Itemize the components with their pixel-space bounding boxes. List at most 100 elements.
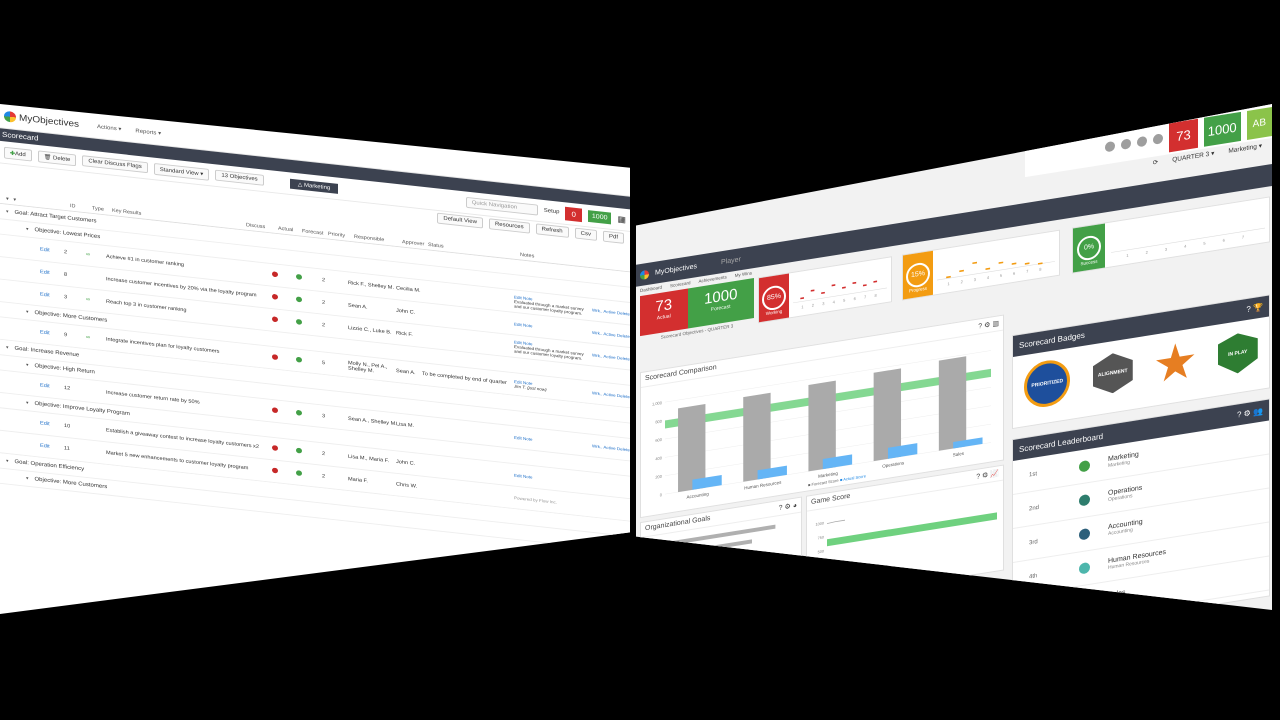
legend-goal: ■ Positive Goal Number: [661, 602, 700, 610]
col-approver[interactable]: Approver: [402, 239, 425, 248]
help-icon[interactable]: ?: [976, 473, 981, 481]
y-tick-label: 1000: [816, 521, 824, 526]
edit-link[interactable]: Edit: [40, 420, 50, 428]
badge-alignment[interactable]: ALIGNMENT: [1093, 350, 1133, 396]
collapse-icon[interactable]: ▾: [6, 209, 9, 215]
edit-note-link[interactable]: Edit Note: [514, 434, 533, 442]
badge-prioritized[interactable]: PRIORITIZED: [1024, 356, 1071, 411]
team-icon: [1079, 493, 1090, 507]
pdf-button[interactable]: Pdf: [602, 230, 624, 244]
legend-forecast: ■ Forecast Score: [808, 478, 839, 488]
gear-icon[interactable]: ⚙: [984, 321, 991, 330]
x-tick-label: Operations: [882, 460, 905, 469]
row-priority: 2: [322, 300, 326, 306]
collapse-icon[interactable]: ▾: [26, 475, 29, 482]
send-icon[interactable]: [1121, 138, 1132, 150]
gear-icon[interactable]: ⚙: [784, 503, 791, 512]
gear-icon[interactable]: ⚙: [982, 471, 989, 480]
mini-bar: [1024, 262, 1030, 265]
edit-link[interactable]: Edit: [40, 382, 50, 390]
team-icon: [1079, 527, 1090, 541]
gear-icon[interactable]: ⚙: [1243, 408, 1251, 419]
edit-link[interactable]: Edit: [40, 329, 50, 337]
edit-link[interactable]: Edit: [40, 291, 50, 299]
mini-tick: 3: [974, 277, 977, 282]
help-icon[interactable]: [1105, 140, 1116, 153]
collapse-icon[interactable]: ▾: [26, 226, 29, 233]
edit-link[interactable]: Edit: [40, 443, 50, 450]
help-icon[interactable]: ?: [778, 504, 783, 513]
mini-tick: 5: [1000, 273, 1003, 278]
refresh-icon[interactable]: ⟳: [1152, 159, 1159, 167]
team-icon: [1079, 459, 1090, 473]
nav-my-wins[interactable]: My Wins: [734, 270, 753, 279]
trophy-icon[interactable]: 🏆: [1253, 302, 1263, 314]
col-forecast[interactable]: Forecast: [302, 228, 324, 237]
row-actions[interactable]: Wrk.. Active Delete: [592, 390, 630, 399]
col-discuss[interactable]: Discuss: [246, 222, 266, 231]
csv-button[interactable]: Csv: [574, 227, 597, 241]
add-button[interactable]: ✚Add: [4, 146, 32, 161]
clear-flags-button[interactable]: Clear Discuss Flags: [82, 155, 148, 174]
quick-nav-input[interactable]: Quick Navigation: [465, 196, 538, 216]
edit-note-link[interactable]: Edit Note: [514, 472, 533, 480]
edit-note-link[interactable]: Edit Note: [514, 321, 533, 328]
forecast-bar: [938, 356, 967, 451]
row-actions[interactable]: Wrk.. Active Delete: [592, 443, 630, 452]
nav-scorecard[interactable]: Scorecard: [670, 280, 691, 289]
collapse-icon[interactable]: ▾: [6, 344, 9, 351]
line-chart-icon[interactable]: 📈: [990, 470, 999, 479]
mini-tick: 7: [1242, 234, 1245, 239]
forecast-status-dot: [296, 296, 302, 303]
actual-bar: [887, 443, 918, 459]
y-tick-label: 200: [655, 474, 662, 480]
working-tile: 85% Working: [759, 273, 789, 323]
mini-tick: 5: [843, 297, 846, 302]
actual-bar: [953, 437, 983, 449]
col-priority[interactable]: Priority: [328, 231, 346, 239]
nav-dashboard[interactable]: Dashboard: [640, 284, 663, 294]
dashboard-window: 73 1000 AB ⟳ QUARTER 3 ▾ Marketing ▾ MyO…: [636, 104, 1272, 610]
delete-button[interactable]: 🗑 Delete: [37, 149, 77, 166]
collapse-icon[interactable]: ▾: [26, 362, 29, 369]
menu-actions[interactable]: Actions ▾: [97, 123, 122, 133]
grid-icon[interactable]: ▦: [617, 213, 626, 224]
row-responsible: Lizzie C., Luke B.: [348, 325, 392, 336]
edit-link[interactable]: Edit: [40, 246, 50, 254]
badge-in-play[interactable]: IN PLAY: [1218, 330, 1258, 376]
view-select[interactable]: Standard View ▾: [153, 162, 210, 181]
row-actions[interactable]: Wrk.. Active Delete: [592, 307, 630, 316]
help-icon[interactable]: ?: [978, 322, 983, 331]
setup-link[interactable]: Setup: [543, 208, 560, 216]
actual-score-badge: 73: [1169, 118, 1198, 152]
avatar[interactable]: AB: [1246, 106, 1272, 140]
help-icon[interactable]: ?: [1246, 304, 1251, 315]
col-id[interactable]: ID: [70, 203, 76, 210]
collapse-icon[interactable]: ▾: [26, 400, 29, 406]
row-actions[interactable]: Wrk.. Active Delete: [592, 329, 630, 339]
mini-bar: [873, 280, 878, 283]
legend-actual: ■ Actual Goals Agreed: [721, 593, 757, 603]
chat-icon[interactable]: [1137, 135, 1148, 148]
pie-chart-icon[interactable]: ◕: [792, 502, 797, 510]
dept-tag[interactable]: △ Marketing: [289, 178, 339, 194]
col-actual[interactable]: Actual: [278, 226, 294, 234]
edit-link[interactable]: Edit: [40, 269, 50, 276]
row-actions[interactable]: Wrk.. Active Delete: [592, 352, 630, 361]
menu-reports[interactable]: Reports ▾: [135, 128, 162, 137]
forecast-line: [826, 519, 845, 524]
col-type[interactable]: Type: [92, 205, 104, 213]
collapse-icon[interactable]: ▾: [26, 309, 29, 315]
help-icon[interactable]: ?: [1236, 409, 1242, 420]
row-priority: 2: [322, 277, 326, 284]
badge-star[interactable]: [1155, 340, 1195, 386]
actual-status-dot: [272, 407, 278, 414]
users-icon[interactable]: 👥: [1253, 406, 1263, 418]
scorecard-window: MyObjectives Actions ▾ Reports ▾ Scoreca…: [0, 104, 630, 614]
trophy-icon[interactable]: [1153, 133, 1164, 145]
actual-status-dot: [272, 354, 278, 361]
collapse-icon[interactable]: ▾: [6, 458, 9, 465]
bar-chart-icon[interactable]: ▥: [992, 320, 999, 329]
app-logo[interactable]: MyObjectives: [4, 110, 79, 130]
mini-bar: [1037, 262, 1043, 265]
